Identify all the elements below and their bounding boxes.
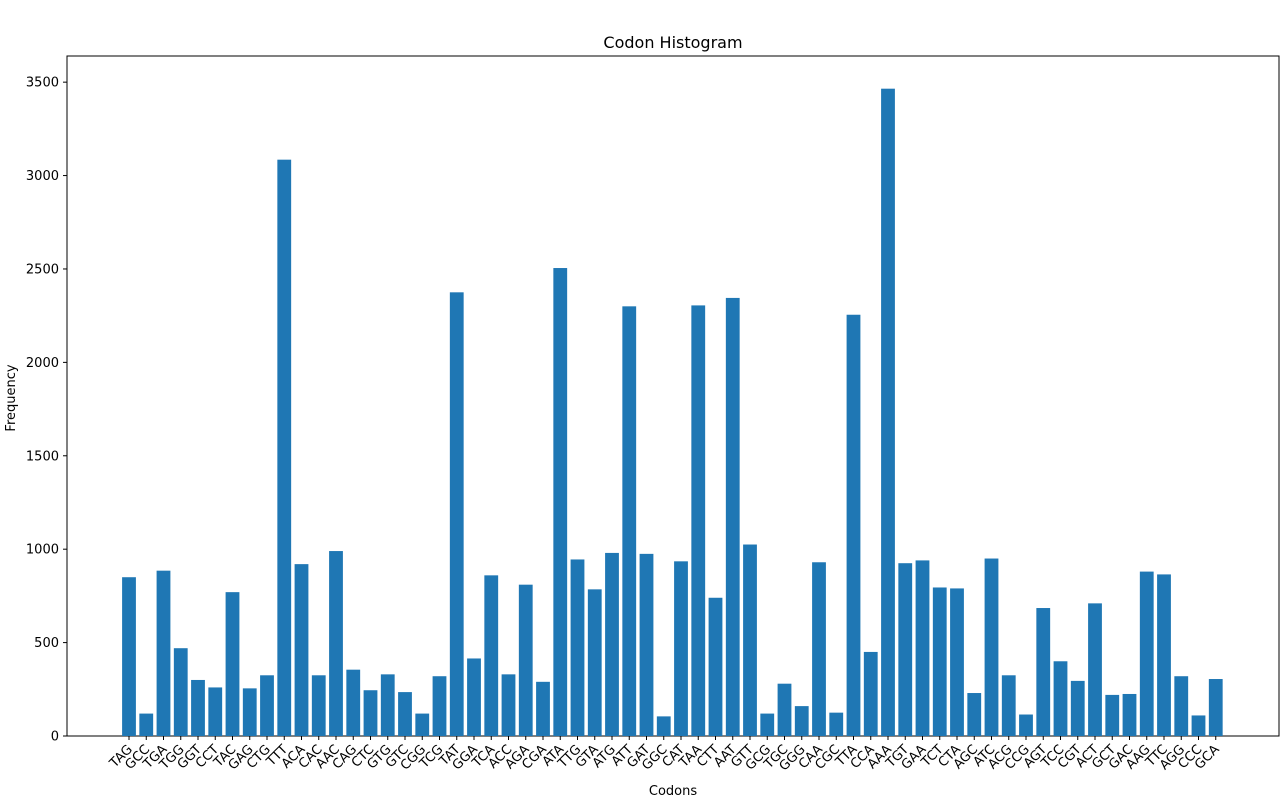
bar-gcg (760, 713, 775, 736)
bar-ctc (363, 690, 378, 736)
y-axis-label: Frequency (4, 364, 19, 431)
bar-cgc (829, 712, 844, 736)
bar-ggc (656, 716, 671, 736)
bar-gcc (139, 713, 154, 736)
bar-aag (1139, 571, 1154, 736)
bar-gta (587, 589, 602, 736)
bar-taa (691, 305, 706, 736)
bar-ata (553, 268, 568, 736)
bar-aat (725, 297, 740, 736)
bar-gtc (398, 692, 412, 736)
bars (122, 88, 1223, 736)
bar-agt (1036, 608, 1051, 736)
bar-ctt (708, 597, 723, 736)
bar-gat (639, 553, 654, 736)
bar-ccg (1019, 714, 1033, 736)
y-tick-label: 3500 (26, 76, 59, 91)
y-tick-label: 500 (34, 636, 59, 651)
y-tick-label: 1500 (26, 449, 59, 464)
bar-cct (208, 687, 223, 736)
bar-gtg (380, 674, 395, 736)
plot-area (66, 55, 1280, 737)
bar-cag (346, 669, 361, 736)
bar-caa (812, 562, 826, 736)
bar-att (622, 306, 637, 736)
bar-aga (518, 584, 533, 736)
bar-cgg (415, 713, 430, 736)
bar-agg (1174, 676, 1189, 736)
bar-cac (311, 675, 326, 736)
x-axis-label: Codons (649, 784, 697, 799)
chart-title: Codon Histogram (603, 33, 742, 52)
bar-gac (1122, 693, 1137, 736)
bar-ggt (191, 679, 205, 736)
bar-atc (984, 558, 999, 736)
bar-agc (967, 693, 982, 736)
bar-aaa (881, 88, 895, 736)
bar-tcc (1053, 661, 1068, 736)
bar-tgt (898, 563, 913, 736)
y-tick-label: 3000 (26, 169, 59, 184)
bar-tct (932, 587, 947, 736)
bar-gca (1208, 679, 1223, 736)
bar-aac (329, 551, 343, 736)
bar-cgt (1070, 680, 1085, 736)
x-axis-ticks: TAGGCCTGATGGGGTCCTTACGAGCTGTTTACACACAACC… (106, 736, 1223, 774)
y-tick-label: 0 (51, 730, 59, 745)
bar-ttc (1157, 574, 1171, 736)
bar-cga (536, 681, 550, 736)
bar-acg (1001, 675, 1016, 736)
bar-tgc (777, 683, 792, 736)
bar-tca (484, 575, 499, 736)
bar-atg (605, 552, 619, 736)
y-tick-label: 1000 (26, 543, 59, 558)
bar-ggg (794, 706, 809, 736)
bar-ccc (1191, 715, 1206, 736)
bar-gaa (915, 560, 930, 736)
bar-ttt (277, 159, 292, 736)
y-tick-label: 2000 (26, 356, 59, 371)
bar-tgg (173, 648, 188, 736)
bar-gtt (743, 544, 757, 736)
bar-gag (242, 688, 257, 736)
bar-tat (449, 292, 464, 736)
bar-tta (846, 314, 861, 736)
bar-gga (467, 658, 481, 736)
bar-tac (225, 592, 240, 736)
bar-ttg (570, 559, 585, 736)
bar-tga (156, 570, 171, 736)
bar-gct (1105, 694, 1120, 736)
y-axis-ticks: 0 500 1000 1500 2000 2500 3000 3500 (26, 76, 67, 745)
bar-cat (674, 561, 688, 736)
bar-act (1088, 603, 1102, 736)
bar-cta (950, 588, 964, 736)
bar-ctg (260, 675, 274, 736)
bar-acc (501, 674, 516, 736)
bar-aca (294, 564, 309, 736)
bar-cca (863, 651, 878, 736)
bar-tag (122, 577, 136, 736)
bar-tcg (432, 676, 447, 736)
y-tick-label: 2500 (26, 262, 59, 277)
